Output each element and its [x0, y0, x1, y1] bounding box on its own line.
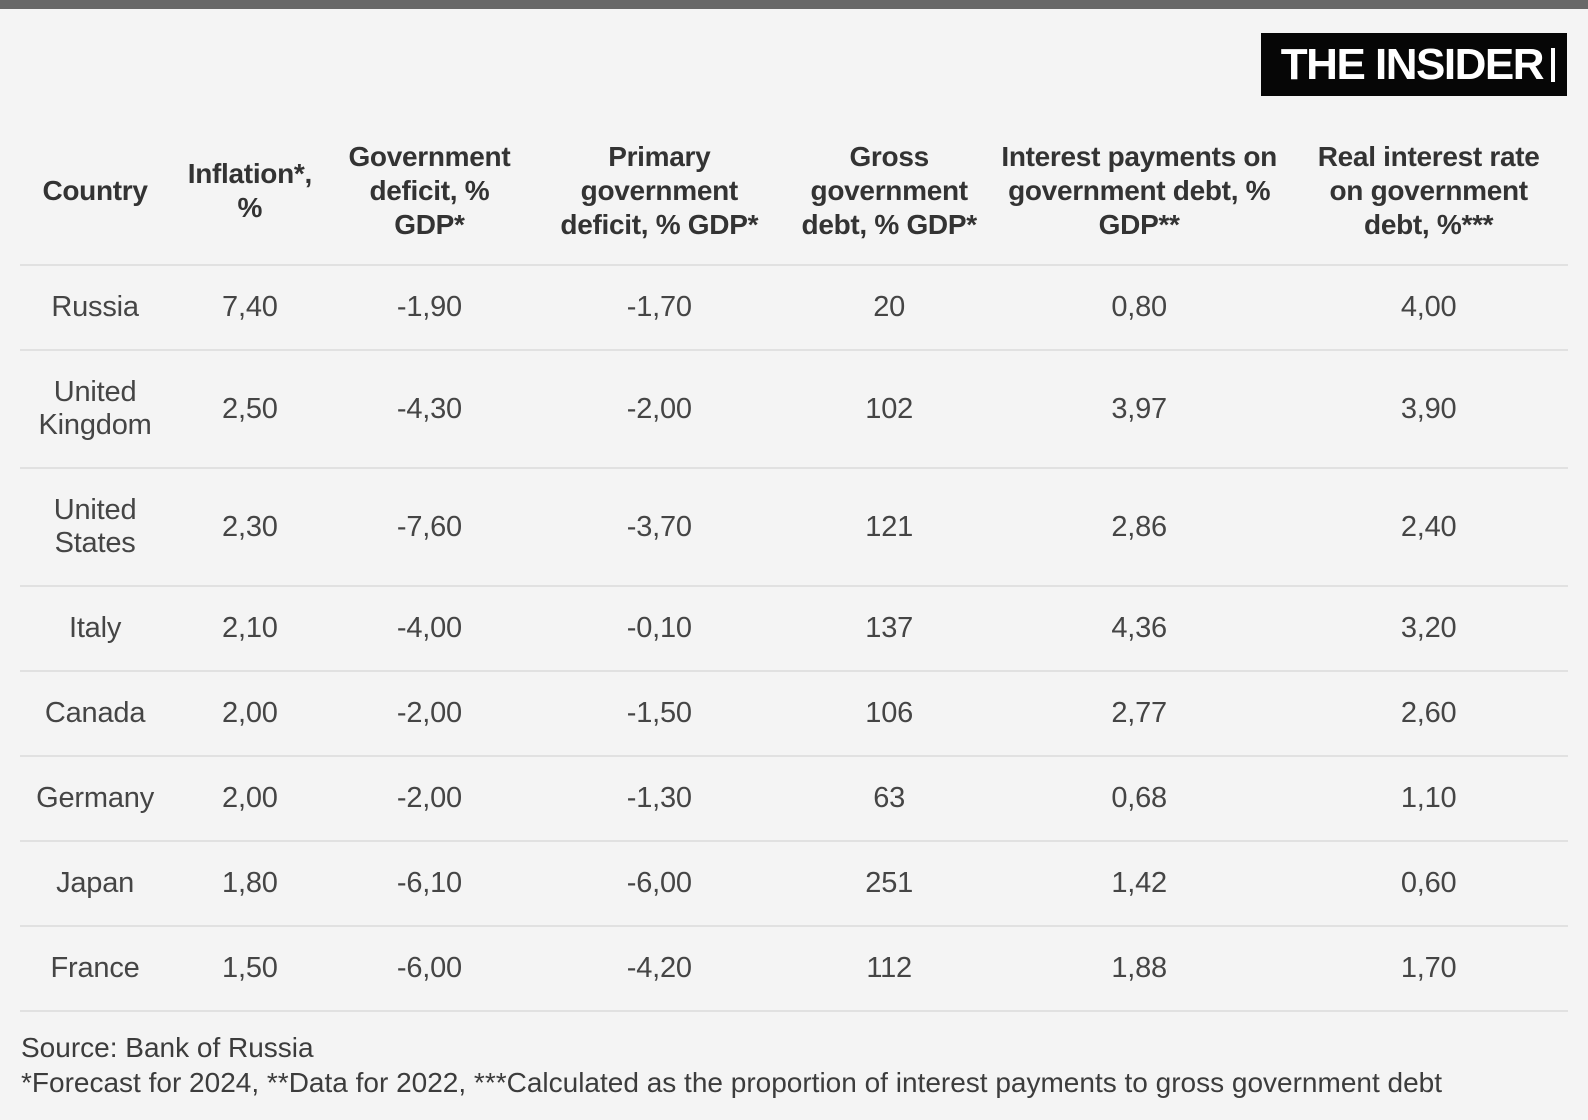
value-cell: 4,36 — [989, 585, 1290, 671]
value-cell: 0,68 — [989, 755, 1290, 841]
value-cell: -4,00 — [329, 585, 530, 671]
column-header-country: Country — [42, 175, 148, 206]
value-cell: -3,70 — [529, 467, 790, 586]
value-cell: 1,80 — [170, 840, 330, 926]
country-cell: Canada — [20, 670, 171, 756]
value-cell: 2,00 — [170, 755, 330, 841]
logo-cursor-bar — [1551, 47, 1555, 82]
value-cell: -2,00 — [329, 670, 530, 756]
table-container: Country Inflation*, % Government deficit… — [0, 9, 1588, 1012]
value-cell: 1,50 — [170, 925, 330, 1012]
table-row-united-kingdom: United Kingdom 2,50 -4,30 -2,00 102 3,97… — [20, 349, 1568, 468]
value-cell: 2,60 — [1289, 670, 1568, 756]
value-cell: 1,10 — [1289, 755, 1568, 841]
value-cell: 63 — [789, 755, 990, 841]
the-insider-logo: THE INSIDER — [1260, 33, 1567, 96]
country-cell: Japan — [20, 840, 171, 926]
value-cell: 2,50 — [170, 349, 330, 468]
value-cell: -6,00 — [529, 840, 790, 926]
column-header-primary-deficit: Primary government deficit, % GDP* — [560, 141, 759, 240]
table-row-japan: Japan 1,80 -6,10 -6,00 251 1,42 0,60 — [20, 840, 1568, 926]
value-cell: -1,50 — [529, 670, 790, 756]
value-cell: -2,00 — [329, 755, 530, 841]
value-cell: 1,42 — [989, 840, 1290, 926]
value-cell: 137 — [789, 585, 990, 671]
table-row-france: France 1,50 -6,00 -4,20 112 1,88 1,70 — [20, 925, 1568, 1012]
country-cell: France — [20, 925, 171, 1012]
value-cell: -7,60 — [329, 467, 530, 586]
value-cell: 2,86 — [989, 467, 1290, 586]
value-cell: -1,30 — [529, 755, 790, 841]
header-row: Country Inflation*, % Government deficit… — [20, 140, 1568, 265]
country-cell: Italy — [20, 585, 171, 671]
value-cell: 4,00 — [1289, 264, 1568, 350]
footer: Source: Bank of Russia *Forecast for 202… — [0, 1012, 1588, 1100]
table-row-germany: Germany 2,00 -2,00 -1,30 63 0,68 1,10 — [20, 755, 1568, 841]
country-cell: Russia — [20, 264, 171, 350]
value-cell: -0,10 — [529, 585, 790, 671]
value-cell: 3,97 — [989, 349, 1290, 468]
column-header-real-interest-rate: Real interest rate on government debt, %… — [1317, 141, 1540, 240]
value-cell: 7,40 — [170, 264, 330, 350]
table-row-united-states: United States 2,30 -7,60 -3,70 121 2,86 … — [20, 467, 1568, 586]
value-cell: 3,90 — [1289, 349, 1568, 468]
value-cell: 0,80 — [989, 264, 1290, 350]
top-bar — [0, 0, 1588, 9]
country-cell: United Kingdom — [20, 349, 171, 468]
country-cell: United States — [20, 467, 171, 586]
column-header-interest-payments: Interest payments on government debt, % … — [1001, 141, 1277, 240]
footnotes-text: *Forecast for 2024, **Data for 2022, ***… — [21, 1067, 1443, 1098]
value-cell: 1,88 — [989, 925, 1290, 1012]
value-cell: 2,30 — [170, 467, 330, 586]
logo-text: THE INSIDER — [1280, 39, 1545, 89]
value-cell: 251 — [789, 840, 990, 926]
value-cell: 2,77 — [989, 670, 1290, 756]
value-cell: 106 — [789, 670, 990, 756]
value-cell: -4,20 — [529, 925, 790, 1012]
source-text: Source: Bank of Russia — [21, 1032, 314, 1063]
country-cell: Germany — [20, 755, 171, 841]
value-cell: -1,90 — [329, 264, 530, 350]
value-cell: -2,00 — [529, 349, 790, 468]
value-cell: 112 — [789, 925, 990, 1012]
value-cell: -6,00 — [329, 925, 530, 1012]
value-cell: 2,10 — [170, 585, 330, 671]
value-cell: 121 — [789, 467, 990, 586]
table-row-canada: Canada 2,00 -2,00 -1,50 106 2,77 2,60 — [20, 670, 1568, 756]
value-cell: -6,10 — [329, 840, 530, 926]
value-cell: 102 — [789, 349, 990, 468]
value-cell: 3,20 — [1289, 585, 1568, 671]
value-cell: -4,30 — [329, 349, 530, 468]
value-cell: 2,40 — [1289, 467, 1568, 586]
value-cell: 0,60 — [1289, 840, 1568, 926]
table-row-russia: Russia 7,40 -1,90 -1,70 20 0,80 4,00 — [20, 264, 1568, 350]
value-cell: 1,70 — [1289, 925, 1568, 1012]
value-cell: -1,70 — [529, 264, 790, 350]
column-header-inflation: Inflation*, % — [187, 158, 313, 223]
economic-data-table: Country Inflation*, % Government deficit… — [20, 140, 1568, 1012]
value-cell: 2,00 — [170, 670, 330, 756]
value-cell: 20 — [789, 264, 990, 350]
table-row-italy: Italy 2,10 -4,00 -0,10 137 4,36 3,20 — [20, 585, 1568, 671]
column-header-government-deficit: Government deficit, % GDP* — [348, 141, 511, 240]
column-header-gross-debt: Gross government debt, % GDP* — [801, 141, 978, 240]
